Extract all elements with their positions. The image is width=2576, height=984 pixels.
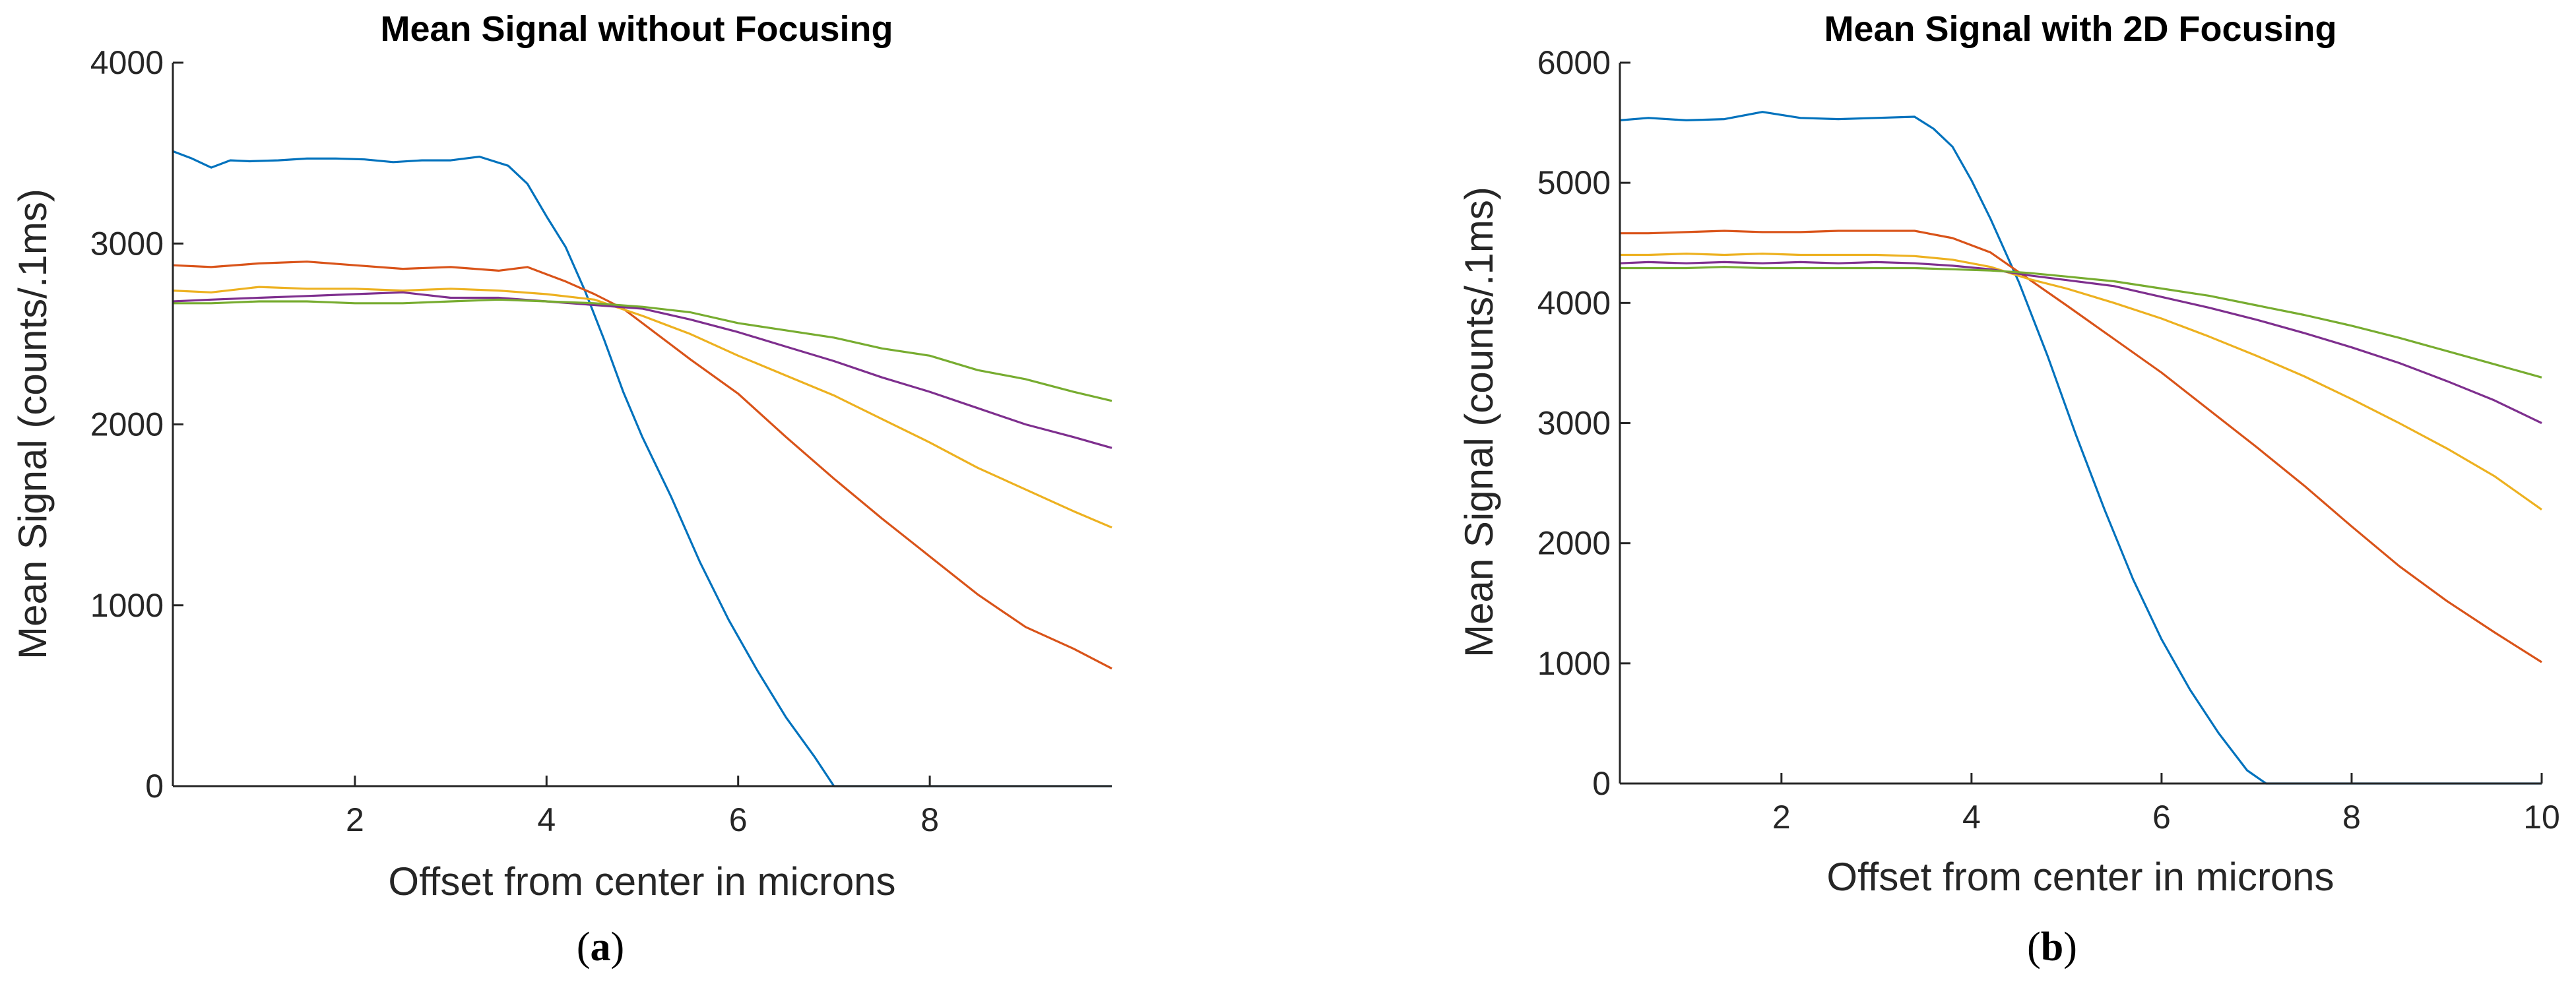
panel-letter: a [591,925,611,969]
panel-letter: b [2041,925,2063,969]
x-ticks-a: 2 4 6 8 [346,776,939,838]
y-tick-label: 2000 [90,406,164,443]
x-tick-label: 8 [2342,799,2361,836]
series-line-blue [1619,111,2542,785]
y-tick-label: 1000 [1537,645,1611,682]
x-tick-label: 6 [2152,799,2171,836]
y-tick-label: 4000 [90,44,164,81]
panel-b: Mean Signal with 2D Focusing 2 4 6 8 10 0 100… [1457,9,2560,969]
x-tick-label: 4 [537,801,556,838]
series-line-green [1620,266,2542,379]
axes-b: 2 4 6 8 10 0 1000 2000 3000 4000 5000 6000 [1537,44,2560,836]
x-tick-label: 2 [346,801,364,838]
series-line-purple [172,291,1112,449]
y-ticks-b: 0 1000 2000 3000 4000 5000 6000 [1537,44,1630,802]
axes-a: 2 4 6 8 0 1000 2000 3000 4000 [90,44,1112,838]
x-axis-label: Offset from center in microns [388,859,895,904]
chart-title: Mean Signal without Focusing [381,9,893,49]
plot-lines-a [172,150,1112,787]
y-tick-label: 6000 [1537,44,1611,81]
y-tick-label: 0 [145,768,164,805]
y-ticks-a: 0 1000 2000 3000 4000 [90,44,183,805]
series-line-green [173,298,1112,402]
plot-lines-b [1619,111,2542,785]
y-tick-label: 1000 [90,587,164,624]
x-ticks-b: 2 4 6 8 10 [1772,773,2560,836]
x-tick-label: 4 [1962,799,1981,836]
x-tick-label: 2 [1772,799,1791,836]
panel-caption: (b) [2027,925,2077,969]
y-axis-label: Mean Signal (counts/.1ms) [11,189,55,660]
series-line-purple [1619,261,2542,424]
series-line-orange [172,261,1112,670]
x-tick-label: 6 [729,801,748,838]
series-line-blue [172,150,1112,787]
y-tick-label: 3000 [1537,405,1611,442]
x-axis-label: Offset from center in microns [1826,855,2334,899]
series-line-yellow [1620,253,2542,511]
y-tick-label: 2000 [1537,525,1611,562]
x-tick-label: 8 [920,801,939,838]
y-axis-label: Mean Signal (counts/.1ms) [1457,187,1501,658]
x-tick-label: 10 [2523,799,2560,836]
y-tick-label: 4000 [1537,284,1611,321]
y-tick-label: 5000 [1537,164,1611,201]
chart-title: Mean Signal with 2D Focusing [1824,9,2336,49]
y-tick-label: 0 [1592,765,1611,802]
panel-caption: (a) [577,925,624,969]
series-line-yellow [172,286,1112,529]
y-tick-label: 3000 [90,225,164,262]
